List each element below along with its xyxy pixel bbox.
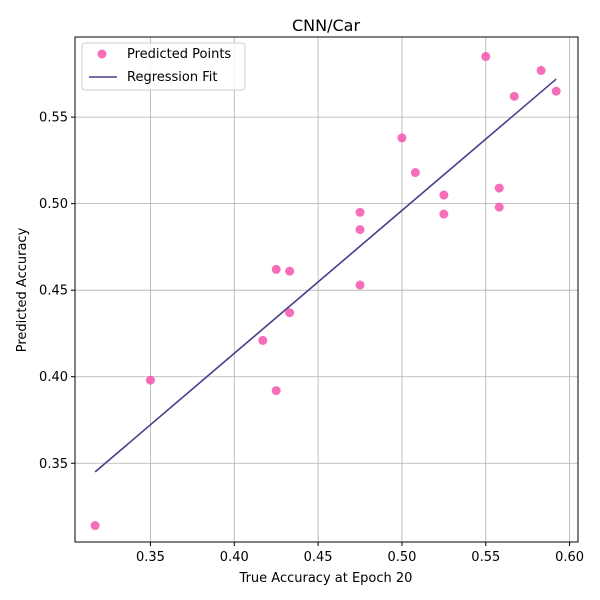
data-point bbox=[410, 168, 420, 178]
data-point bbox=[355, 225, 365, 235]
y-tick-label: 0.35 bbox=[39, 457, 68, 472]
legend-label-predicted-points: Predicted Points bbox=[127, 47, 231, 62]
data-point bbox=[271, 264, 281, 274]
grid bbox=[75, 37, 578, 542]
regression-fit-layer bbox=[94, 78, 557, 473]
x-axis-ticks: 0.35 0.40 0.45 0.50 0.55 0.60 bbox=[136, 542, 584, 565]
x-tick-label: 0.50 bbox=[387, 550, 416, 565]
data-point bbox=[397, 133, 407, 143]
chart-title: CNN/Car bbox=[292, 16, 360, 35]
x-tick-label: 0.60 bbox=[555, 550, 584, 565]
y-tick-label: 0.40 bbox=[39, 370, 68, 385]
data-point bbox=[509, 91, 519, 101]
x-tick-label: 0.40 bbox=[220, 550, 249, 565]
data-point bbox=[90, 521, 100, 531]
data-point bbox=[145, 375, 155, 385]
y-axis-label: Predicted Accuracy bbox=[15, 227, 30, 352]
regression-fit-line bbox=[94, 78, 557, 473]
y-tick-label: 0.50 bbox=[39, 197, 68, 212]
x-tick-label: 0.45 bbox=[304, 550, 333, 565]
scatter-points bbox=[90, 52, 561, 531]
data-point bbox=[551, 86, 561, 96]
data-point bbox=[355, 280, 365, 290]
data-point bbox=[536, 65, 546, 75]
legend-marker-predicted-points bbox=[97, 49, 107, 59]
plot-frame bbox=[74, 36, 579, 543]
data-point bbox=[271, 386, 281, 396]
x-tick-label: 0.35 bbox=[136, 550, 165, 565]
data-point bbox=[439, 209, 449, 219]
data-point bbox=[285, 308, 295, 318]
x-axis-label: True Accuracy at Epoch 20 bbox=[239, 571, 413, 586]
legend-label-regression-fit: Regression Fit bbox=[127, 70, 217, 85]
y-tick-label: 0.55 bbox=[39, 111, 68, 126]
data-point bbox=[439, 190, 449, 200]
data-point bbox=[285, 266, 295, 276]
x-tick-label: 0.55 bbox=[471, 550, 500, 565]
data-point bbox=[355, 207, 365, 217]
legend-box bbox=[81, 42, 246, 91]
data-point bbox=[494, 183, 504, 193]
legend: Predicted Points Regression Fit bbox=[81, 42, 246, 91]
data-point bbox=[258, 335, 268, 345]
y-axis-ticks: 0.35 0.40 0.45 0.50 0.55 bbox=[39, 111, 75, 472]
y-tick-label: 0.45 bbox=[39, 284, 68, 299]
data-point bbox=[481, 52, 491, 62]
data-point bbox=[494, 202, 504, 212]
